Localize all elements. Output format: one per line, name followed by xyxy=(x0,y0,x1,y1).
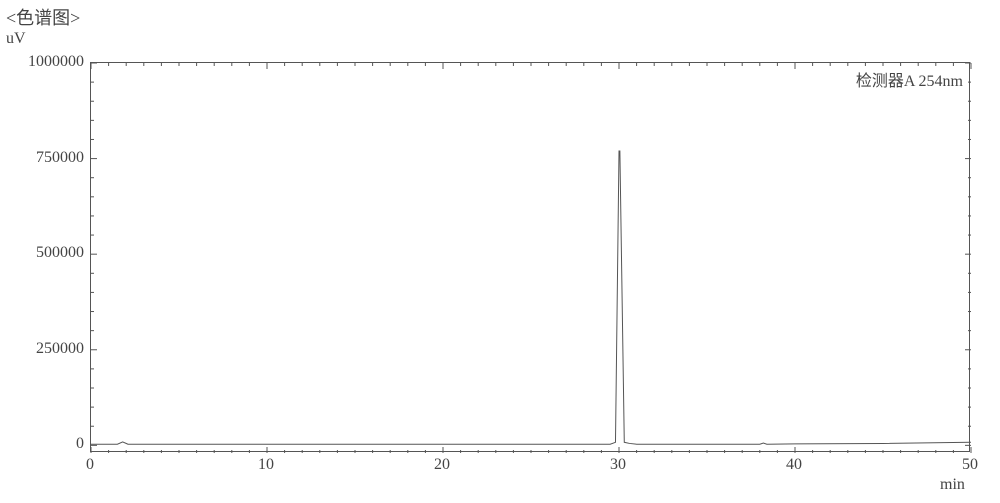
y-tick-label: 750000 xyxy=(6,149,84,167)
x-tick-label: 20 xyxy=(434,456,450,474)
detector-label: 检测器A 254nm xyxy=(856,67,963,91)
x-tick-label: 50 xyxy=(962,456,978,474)
plot-area: 检测器A 254nm xyxy=(90,62,970,452)
y-tick-label: 0 xyxy=(6,435,84,453)
y-tick-label: 500000 xyxy=(6,244,84,262)
x-tick-label: 40 xyxy=(786,456,802,474)
chart-title: <色谱图> xyxy=(6,4,80,30)
y-tick-label: 1000000 xyxy=(6,53,84,71)
x-tick-label: 0 xyxy=(86,456,94,474)
x-tick-label: 10 xyxy=(258,456,274,474)
y-tick-label: 250000 xyxy=(6,340,84,358)
x-axis-unit: min xyxy=(940,476,965,494)
y-axis-unit: uV xyxy=(6,30,26,48)
chromatogram-line xyxy=(91,63,969,451)
x-tick-label: 30 xyxy=(610,456,626,474)
